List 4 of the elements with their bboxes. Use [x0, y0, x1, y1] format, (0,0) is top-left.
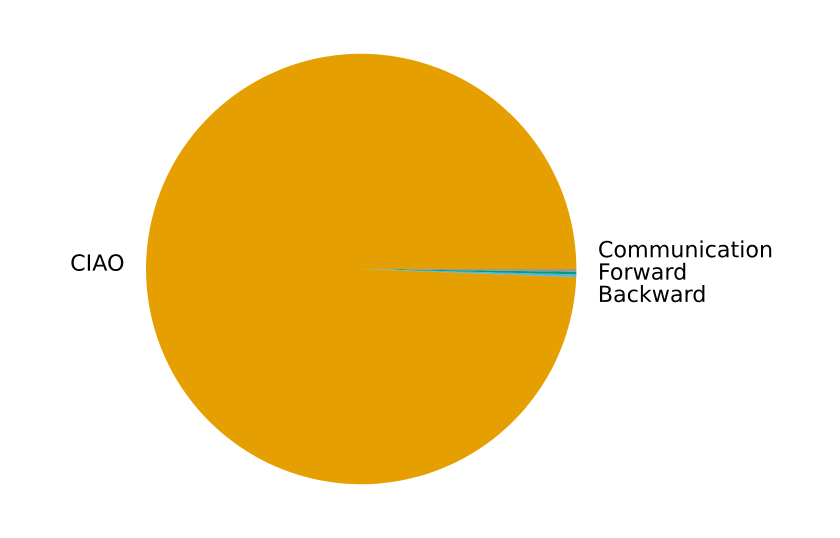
slice-label: CIAO: [71, 254, 124, 271]
slice-label: Backward: [600, 285, 704, 302]
slice-label: Communication: [599, 240, 772, 258]
slice-label: Forward: [600, 262, 686, 280]
